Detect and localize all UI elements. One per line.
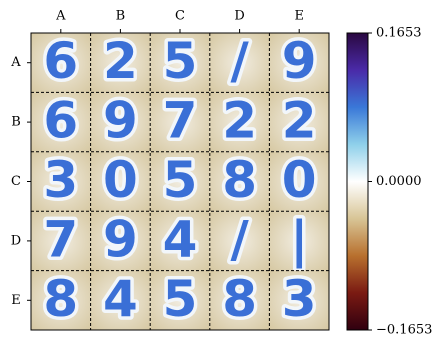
cell-digit: 6 — [43, 92, 78, 150]
cell-digit: 2 — [103, 32, 138, 90]
cell-digit: 7 — [163, 92, 198, 150]
cell-background — [150, 211, 210, 271]
cell-background — [269, 151, 329, 212]
cell-digit: 5 — [163, 270, 198, 328]
cell-background — [209, 211, 270, 271]
cell-digit: 7 — [43, 210, 78, 268]
x-tick-label: A — [55, 9, 66, 24]
y-tick-label: D — [11, 233, 21, 248]
y-tick-label: C — [11, 174, 21, 189]
cell-background — [90, 92, 151, 152]
cell-background — [90, 270, 151, 330]
cell-background — [90, 151, 151, 212]
cell-background — [209, 270, 270, 330]
cell-background — [31, 151, 91, 212]
cell-digit: 8 — [222, 151, 257, 209]
y-tick-label: B — [11, 115, 21, 130]
cell-background — [31, 211, 91, 271]
cell-digit: 2 — [222, 92, 257, 150]
cell-digit: 0 — [282, 151, 317, 209]
cell-background — [31, 33, 91, 93]
cell-background — [31, 270, 91, 330]
cell-digit: 2 — [282, 92, 317, 150]
cell-background — [209, 92, 270, 152]
colorbar-tick-label: 0.0000 — [376, 174, 422, 189]
cell-background — [269, 92, 329, 152]
x-tick-label: B — [116, 9, 126, 24]
y-tick-label: A — [10, 55, 21, 70]
x-tick-label: E — [294, 9, 304, 24]
cell-background — [31, 92, 91, 152]
x-tick-label: C — [175, 9, 185, 24]
cell-digit: 0 — [103, 151, 138, 209]
cell-background — [150, 270, 210, 330]
cell-background — [150, 151, 210, 212]
cell-digit: 8 — [43, 270, 78, 328]
cell-background — [90, 211, 151, 271]
cell-background — [209, 151, 270, 212]
cell-digit: 8 — [222, 270, 257, 328]
cell-background — [269, 270, 329, 330]
cell-background — [150, 33, 210, 93]
cell-digit: / — [230, 210, 249, 268]
cell-background — [150, 92, 210, 152]
cell-digit: | — [290, 210, 308, 268]
y-tick-label: E — [11, 293, 21, 308]
cell-digit: 6 — [43, 32, 78, 90]
cell-background — [209, 33, 270, 93]
cell-digit: 4 — [103, 270, 138, 328]
cell-background — [90, 33, 151, 93]
cell-background — [269, 33, 329, 93]
cell-digit: 9 — [103, 210, 138, 268]
cell-digit: 5 — [163, 151, 198, 209]
colorbar-tick-label: −0.1653 — [376, 323, 432, 338]
cell-digit: 9 — [103, 92, 138, 150]
cell-digit: 3 — [43, 151, 78, 209]
cell-digit: / — [230, 32, 249, 90]
cell-digit: 5 — [163, 32, 198, 90]
x-tick-label: D — [234, 9, 244, 24]
cell-digit: 4 — [163, 210, 198, 268]
colorbar-tick-label: 0.1653 — [376, 26, 422, 41]
cell-digit: 3 — [282, 270, 317, 328]
cell-digit: 9 — [282, 32, 317, 90]
cell-background — [269, 211, 329, 271]
colorbar — [346, 32, 369, 331]
